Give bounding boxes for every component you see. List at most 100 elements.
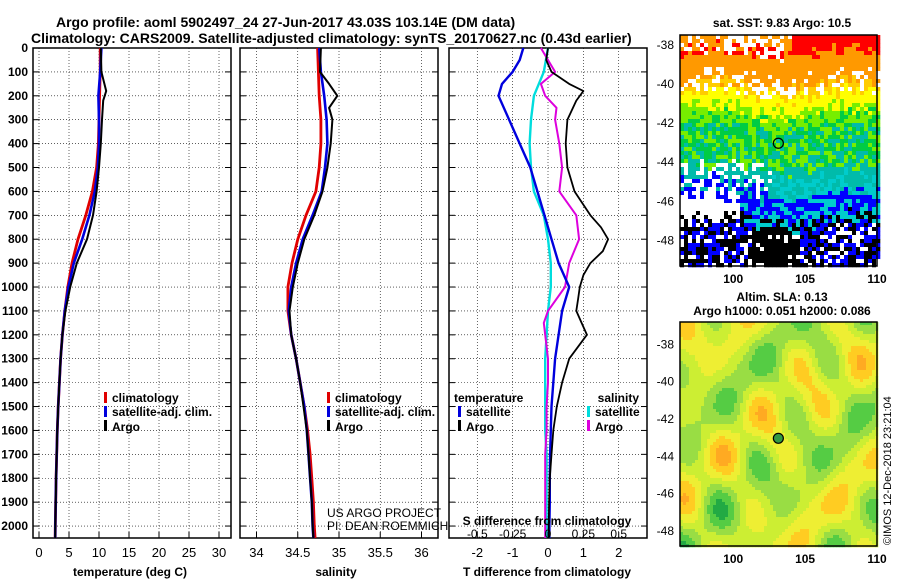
sla-cell — [773, 373, 777, 377]
sst-cell — [796, 151, 801, 156]
sst-cell — [724, 79, 729, 84]
sst-cell — [712, 103, 717, 108]
sla-cell — [836, 388, 840, 392]
sla-cell — [683, 385, 687, 389]
sst-cell — [780, 235, 785, 240]
sst-cell — [748, 51, 753, 56]
sst-cell — [736, 163, 741, 168]
sst-cell — [812, 55, 817, 60]
sla-cell — [725, 358, 729, 362]
sst-cell — [840, 107, 845, 112]
sla-cell — [761, 391, 765, 395]
sst-cell — [712, 243, 717, 248]
sla-cell — [863, 346, 867, 350]
sst-cell — [688, 43, 693, 48]
sst-cell — [772, 95, 777, 100]
sla-cell — [833, 346, 837, 350]
sst-cell — [812, 87, 817, 92]
sst-cell — [752, 99, 757, 104]
sst-cell — [680, 147, 685, 152]
sla-cell — [803, 343, 807, 347]
sst-cell — [700, 119, 705, 124]
sst-cell — [868, 115, 873, 120]
sla-cell — [782, 322, 786, 326]
sla-cell — [725, 400, 729, 404]
sla-cell — [851, 337, 855, 341]
sla-cell — [779, 349, 783, 353]
sst-cell — [784, 127, 789, 132]
sst-cell — [868, 163, 873, 168]
sst-cell — [688, 55, 693, 60]
sst-cell — [772, 219, 777, 224]
sst-cell — [812, 91, 817, 96]
sst-cell — [732, 231, 737, 236]
difference-panel: -2 -1 0 1 2 -0.5 -0.25 0 0.25 0.5 S difference f… — [448, 47, 648, 579]
sst-cell — [872, 223, 877, 228]
sst-cell — [740, 119, 745, 124]
sst-cell — [872, 107, 877, 112]
sla-cell — [713, 334, 717, 338]
sla-cell — [785, 334, 789, 338]
sla-cell — [773, 343, 777, 347]
sla-cell — [755, 343, 759, 347]
sst-cell — [732, 199, 737, 204]
sst-cell — [700, 227, 705, 232]
sla-cell — [743, 334, 747, 338]
sst-cell — [704, 91, 709, 96]
sla-cell — [848, 382, 852, 386]
sst-cell — [852, 39, 857, 44]
sst-cell — [680, 43, 685, 48]
sla-cell — [791, 367, 795, 371]
sst-cell — [724, 147, 729, 152]
sst-cell — [712, 75, 717, 80]
legend-swatch-satellite — [104, 406, 107, 417]
sst-cell — [728, 167, 733, 172]
sst-cell — [840, 75, 845, 80]
sla-cell — [692, 337, 696, 341]
sst-cell — [756, 167, 761, 172]
sla-map-title: Altim. SLA: 0.13 — [736, 290, 828, 304]
sla-cell — [827, 397, 831, 401]
sla-cell — [695, 385, 699, 389]
sst-cell — [688, 203, 693, 208]
sst-cell — [772, 99, 777, 104]
sla-cell — [863, 337, 867, 341]
sst-cell — [708, 195, 713, 200]
sla-cell — [821, 343, 825, 347]
sla-cell — [839, 340, 843, 344]
sla-cell — [857, 325, 861, 329]
sst-cell — [704, 215, 709, 220]
sst-cell — [748, 167, 753, 172]
sst-cell — [680, 131, 685, 136]
sst-cell — [756, 91, 761, 96]
sst-cell — [736, 91, 741, 96]
sst-cell — [764, 115, 769, 120]
sst-cell — [796, 251, 801, 256]
sst-cell — [840, 119, 845, 124]
sla-cell — [812, 361, 816, 365]
sla-cell — [695, 331, 699, 335]
sst-cell — [764, 95, 769, 100]
sst-cell — [732, 103, 737, 108]
sst-cell — [760, 199, 765, 204]
sla-cell — [827, 400, 831, 404]
sla-cell — [812, 376, 816, 380]
sst-cell — [680, 263, 685, 268]
sst-cell — [712, 67, 717, 72]
sla-cell — [743, 346, 747, 350]
sst-cell — [792, 95, 797, 100]
sst-cell — [704, 255, 709, 260]
sst-cell — [684, 163, 689, 168]
sla-cell — [695, 391, 699, 395]
sla-cell — [689, 367, 693, 371]
sla-cell — [863, 376, 867, 380]
sst-cell — [820, 215, 825, 220]
sst-cell — [788, 87, 793, 92]
sla-cell — [821, 322, 825, 326]
sst-cell — [864, 191, 869, 196]
sst-cell — [812, 103, 817, 108]
sla-cell — [779, 382, 783, 386]
sst-cell — [736, 79, 741, 84]
sla-cell — [707, 340, 711, 344]
sst-cell — [876, 187, 881, 192]
